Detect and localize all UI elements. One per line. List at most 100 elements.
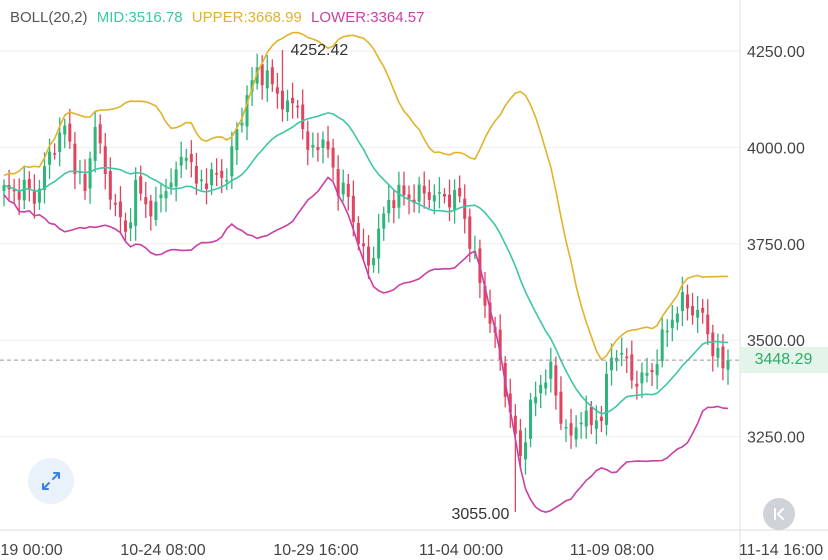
candle-body <box>372 258 376 266</box>
candle-body <box>427 192 431 200</box>
candle-body <box>189 153 193 163</box>
candle-body <box>392 200 396 208</box>
candle-body <box>108 171 112 200</box>
x-tick-label: 10-19 00:00 <box>0 542 63 559</box>
candles <box>2 49 730 512</box>
candle-body <box>716 347 720 358</box>
candle-body <box>113 202 117 205</box>
candle-body <box>63 125 67 135</box>
candle-body <box>306 131 310 150</box>
candle-body <box>604 373 608 425</box>
candle-body <box>523 442 527 460</box>
candle-body <box>625 356 629 359</box>
candle-body <box>706 314 710 335</box>
candle-body <box>78 171 82 174</box>
candle-body <box>488 302 492 324</box>
candle-body <box>397 184 401 208</box>
candle-body <box>184 157 188 161</box>
candle-body <box>154 201 158 220</box>
candle-body <box>655 364 659 376</box>
indicator-mid: MID:3516.78 <box>96 9 183 26</box>
y-tick-label: 3750.00 <box>747 237 805 254</box>
y-tick-label: 3250.00 <box>747 430 805 447</box>
candle-body <box>22 179 26 201</box>
candle-body <box>635 383 639 387</box>
candle-body <box>235 129 239 151</box>
candle-body <box>599 416 603 422</box>
candle-body <box>134 179 138 226</box>
candle-body <box>412 199 416 203</box>
candle-body <box>93 127 97 162</box>
double-chevron-left-icon <box>774 508 784 520</box>
candle-body <box>544 382 548 389</box>
candle-body <box>255 67 259 84</box>
candle-body <box>564 427 568 429</box>
lower-band-line <box>3 176 729 514</box>
mid-band-line <box>3 112 729 415</box>
x-tick-label: 11-04 00:00 <box>419 542 503 559</box>
candle-body <box>691 306 695 316</box>
candle-body <box>584 410 588 427</box>
candle-body <box>205 183 209 189</box>
candle-body <box>610 357 614 371</box>
x-tick-label: 10-29 16:00 <box>273 542 359 559</box>
candle-body <box>417 184 421 202</box>
candle-body <box>118 201 122 218</box>
candle-body <box>58 132 62 152</box>
candle-body <box>630 354 634 381</box>
expand-button[interactable] <box>28 458 74 504</box>
y-tick-label: 4250.00 <box>747 44 805 61</box>
candle-body <box>549 361 553 379</box>
candle-body <box>12 189 16 192</box>
expand-arrows-icon <box>42 472 60 490</box>
candle-body <box>194 165 198 184</box>
candle-body <box>174 169 178 187</box>
candle-body <box>230 146 234 177</box>
candle-body <box>675 313 679 323</box>
candle-body <box>529 399 533 439</box>
candle-body <box>179 156 183 166</box>
candle-body <box>311 144 315 148</box>
candle-body <box>356 223 360 245</box>
current-price-tag: 3448.29 <box>739 347 828 374</box>
candle-body <box>518 430 522 456</box>
candle-body <box>574 427 578 440</box>
candle-body <box>680 292 684 311</box>
indicator-lower: LOWER:3364.57 <box>311 9 425 26</box>
candle-body <box>37 188 41 203</box>
candle-body <box>321 139 325 149</box>
candle-body <box>569 423 573 436</box>
axis-labels: 4250.00 4000.00 3750.00 3500.00 3250.00 10-19… <box>0 42 823 559</box>
scroll-to-start-button[interactable] <box>763 498 795 530</box>
candle-body <box>139 176 143 194</box>
high-price-label: 4252.42 <box>290 42 348 59</box>
candle-body <box>301 104 305 130</box>
candle-body <box>2 185 6 191</box>
candle-body <box>650 369 654 373</box>
candle-body <box>98 124 102 144</box>
candle-body <box>468 216 472 249</box>
candle-body <box>701 307 705 313</box>
candle-body <box>453 190 457 210</box>
candle-body <box>129 222 133 229</box>
candle-body <box>265 70 269 89</box>
candle-body <box>316 146 320 150</box>
candle-body <box>220 170 224 178</box>
indicator-legend: BOLL(20,2) MID:3516.78 UPPER:3668.99 LOW… <box>10 9 429 26</box>
candle-body <box>670 319 674 329</box>
candle-body <box>382 213 386 229</box>
candle-body <box>589 406 593 425</box>
candle-body <box>270 67 274 85</box>
candle-body <box>225 179 229 182</box>
candle-body <box>685 294 690 309</box>
candle-body <box>696 309 700 318</box>
candle-body <box>463 198 467 219</box>
candle-body <box>149 200 153 217</box>
candle-body <box>210 169 214 186</box>
low-price-label: 3055.00 <box>452 506 510 523</box>
candle-body <box>83 173 87 192</box>
candle-body <box>559 391 563 424</box>
candle-body <box>88 158 92 189</box>
